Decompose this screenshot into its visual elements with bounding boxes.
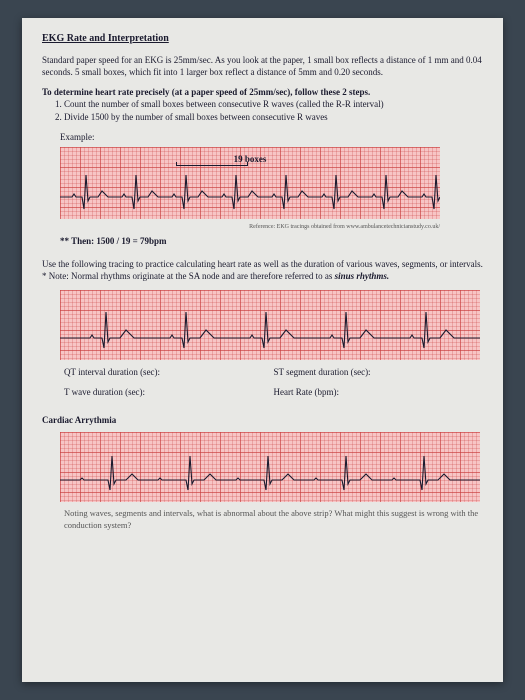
determine-header: To determine heart rate precisely (at a …: [42, 86, 483, 98]
qt-field: QT interval duration (sec):: [64, 366, 274, 378]
example-ekg-strip: 19 boxes: [60, 147, 440, 219]
example-label: Example:: [60, 131, 483, 143]
document-page: EKG Rate and Interpretation Standard pap…: [22, 18, 503, 682]
arrhythmia-ekg-container: [60, 432, 483, 502]
then-prefix: ** Then:: [60, 236, 94, 246]
practice-text: Use the following tracing to practice ca…: [42, 259, 483, 281]
practice-ekg-strip: [60, 290, 480, 360]
practice-italic: sinus rhythms.: [335, 271, 390, 281]
fields-left-col: QT interval duration (sec): T wave durat…: [64, 366, 274, 406]
steps-list: Count the number of small boxes between …: [64, 98, 483, 123]
practice-ekg-container: [60, 290, 483, 360]
then-calc: 1500 / 19 = 79bpm: [96, 236, 166, 246]
hr-field: Heart Rate (bpm):: [274, 386, 484, 398]
example-ekg-container: 19 boxes: [60, 147, 483, 219]
ekg-trace-svg: [60, 432, 480, 502]
arrhythmia-header: Cardiac Arrythmia: [42, 414, 483, 426]
analysis-question: Noting waves, segments and intervals, wh…: [64, 508, 483, 531]
practice-paragraph: Use the following tracing to practice ca…: [42, 258, 483, 282]
measurement-fields: QT interval duration (sec): T wave durat…: [64, 366, 483, 406]
page-title: EKG Rate and Interpretation: [42, 32, 483, 46]
st-field: ST segment duration (sec):: [274, 366, 484, 378]
step-1: Count the number of small boxes between …: [64, 98, 483, 110]
ekg-trace-svg: [60, 147, 440, 219]
step-2: Divide 1500 by the number of small boxes…: [64, 111, 483, 123]
reference-citation: Reference: EKG tracings obtained from ww…: [60, 223, 440, 231]
arrhythmia-ekg-strip: [60, 432, 480, 502]
ekg-trace-svg: [60, 290, 480, 360]
fields-right-col: ST segment duration (sec): Heart Rate (b…: [274, 366, 484, 406]
twave-field: T wave duration (sec):: [64, 386, 274, 398]
calculation-result: ** Then: 1500 / 19 = 79bpm: [60, 235, 483, 247]
intro-paragraph: Standard paper speed for an EKG is 25mm/…: [42, 54, 483, 78]
